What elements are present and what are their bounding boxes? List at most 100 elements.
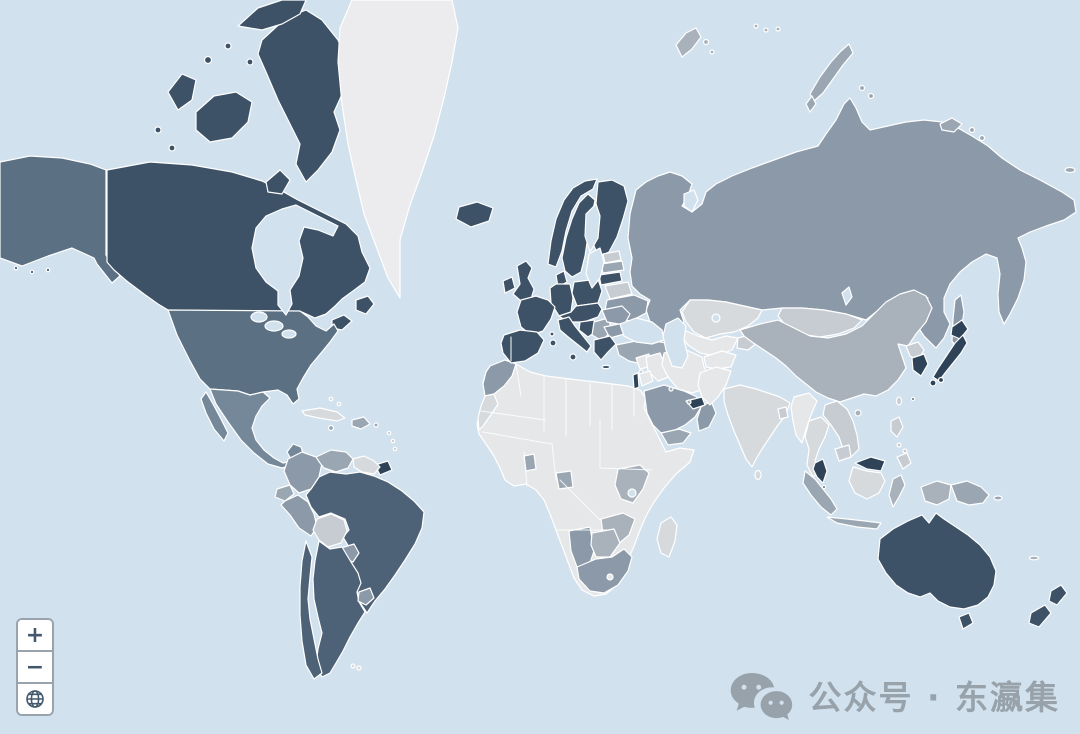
country-severnaya-zemlya[interactable] [867, 92, 875, 100]
country-malaysia-peninsula[interactable] [812, 458, 828, 484]
country-falklands[interactable] [356, 665, 362, 671]
aleutian-islands[interactable] [45, 267, 51, 273]
country-italy[interactable] [557, 316, 592, 353]
country-philippines-mindanao[interactable] [896, 452, 912, 470]
country-trinidad[interactable] [374, 460, 393, 476]
country-india[interactable] [723, 384, 791, 468]
country-lithuania[interactable] [598, 271, 623, 286]
country-afghanistan[interactable] [703, 350, 737, 370]
country-puerto-rico[interactable] [373, 422, 379, 428]
country-philippines-visayas[interactable] [902, 448, 908, 454]
country-japan-hokkaido[interactable] [950, 319, 969, 340]
country-iceland[interactable] [455, 201, 494, 228]
country-gabon[interactable] [555, 470, 574, 490]
country-new-siberian-islands[interactable] [968, 126, 976, 134]
country-canada-southampton[interactable] [265, 169, 291, 195]
country-yemen[interactable] [660, 428, 692, 446]
country-norway[interactable] [547, 178, 598, 268]
country-poland[interactable] [571, 278, 603, 307]
country-colombia[interactable] [283, 451, 323, 494]
country-china[interactable] [739, 289, 933, 403]
country-franz-josef[interactable] [775, 26, 781, 32]
aleutian-islands[interactable] [13, 265, 19, 271]
country-sri-lanka[interactable] [754, 469, 762, 481]
country-lesser-antilles[interactable] [386, 430, 392, 436]
island-new-caledonia[interactable] [1028, 555, 1040, 561]
country-ireland[interactable] [502, 276, 516, 294]
country-uzbekistan-turkmenistan[interactable] [681, 329, 739, 357]
country-uk[interactable] [512, 260, 535, 302]
country-svalbard[interactable] [709, 49, 715, 55]
country-greece[interactable] [593, 335, 617, 361]
country-jordan[interactable] [638, 370, 654, 387]
globe-reset-button[interactable] [18, 682, 52, 714]
country-new-zealand-north[interactable] [1048, 584, 1068, 606]
country-chile[interactable] [299, 540, 323, 680]
country-australia[interactable] [877, 512, 997, 610]
country-greenland[interactable] [337, 0, 459, 299]
island-java[interactable] [826, 516, 882, 530]
country-canada-arctic-islet[interactable] [168, 144, 176, 152]
country-vietnam-laos[interactable] [822, 400, 860, 458]
country-pakistan[interactable] [697, 366, 732, 406]
country-lesotho[interactable] [606, 573, 614, 581]
country-philippines-visayas[interactable] [896, 442, 902, 448]
country-bangladesh[interactable] [777, 406, 789, 420]
country-israel[interactable] [632, 372, 640, 390]
island-kalimantan[interactable] [848, 466, 886, 500]
country-singapore[interactable] [821, 484, 827, 490]
country-south-korea[interactable] [911, 353, 929, 377]
country-philippines-luzon[interactable] [890, 416, 904, 438]
country-new-siberian-islands[interactable] [939, 117, 963, 133]
island-corsica[interactable] [549, 331, 555, 337]
country-svalbard[interactable] [675, 27, 702, 58]
country-novaya-zemlya[interactable] [805, 95, 817, 113]
region-east-africa[interactable] [614, 464, 650, 504]
country-kazakhstan[interactable] [681, 299, 763, 339]
country-hispaniola[interactable] [351, 416, 371, 430]
country-cuba[interactable] [301, 407, 346, 422]
country-estonia[interactable] [602, 250, 622, 264]
country-japan-kyushu[interactable] [929, 379, 937, 387]
island-new-britain[interactable] [993, 495, 1003, 501]
country-france[interactable] [516, 295, 556, 336]
country-qatar[interactable] [686, 399, 692, 405]
country-kuwait[interactable] [668, 386, 674, 392]
country-franz-josef[interactable] [763, 27, 769, 33]
country-myanmar[interactable] [790, 392, 818, 444]
country-bahamas[interactable] [328, 396, 334, 402]
island-sardinia[interactable] [549, 339, 557, 347]
country-lesser-antilles[interactable] [390, 438, 396, 444]
country-bolivia[interactable] [312, 513, 348, 548]
island-sulawesi[interactable] [888, 474, 906, 508]
country-canada-arctic-islet[interactable] [224, 42, 232, 50]
country-tasmania[interactable] [958, 612, 974, 630]
country-canada-newfoundland[interactable] [355, 295, 375, 315]
island-hainan[interactable] [854, 409, 862, 417]
country-spain-portugal[interactable] [500, 329, 545, 364]
country-alaska[interactable] [0, 155, 121, 284]
country-novaya-zemlya[interactable] [809, 43, 854, 102]
country-papua-new-guinea[interactable] [950, 480, 990, 506]
country-severnaya-zemlya[interactable] [858, 84, 866, 92]
country-lesser-antilles[interactable] [392, 446, 398, 452]
country-canada-arctic-islet[interactable] [246, 58, 254, 66]
island-sumatra[interactable] [802, 470, 838, 516]
country-romania[interactable] [601, 305, 631, 326]
country-new-zealand-south[interactable] [1028, 604, 1052, 628]
country-guianas[interactable] [352, 455, 381, 475]
zoom-out-button[interactable]: − [18, 650, 52, 682]
country-canada-baffin-island[interactable] [257, 9, 349, 183]
island-sicily[interactable] [569, 353, 577, 361]
region-papua-indonesia[interactable] [920, 480, 952, 506]
country-franz-josef[interactable] [753, 23, 759, 29]
country-uae[interactable] [685, 396, 706, 410]
country-canada-banks-island[interactable] [167, 73, 197, 111]
country-cambodia[interactable] [834, 444, 852, 462]
island-crete[interactable] [601, 364, 611, 370]
zoom-in-button[interactable]: + [18, 620, 52, 650]
country-mexico-baja[interactable] [200, 391, 229, 442]
country-japan-shikoku[interactable] [937, 376, 945, 384]
country-uruguay[interactable] [357, 587, 375, 606]
country-venezuela[interactable] [315, 449, 354, 473]
